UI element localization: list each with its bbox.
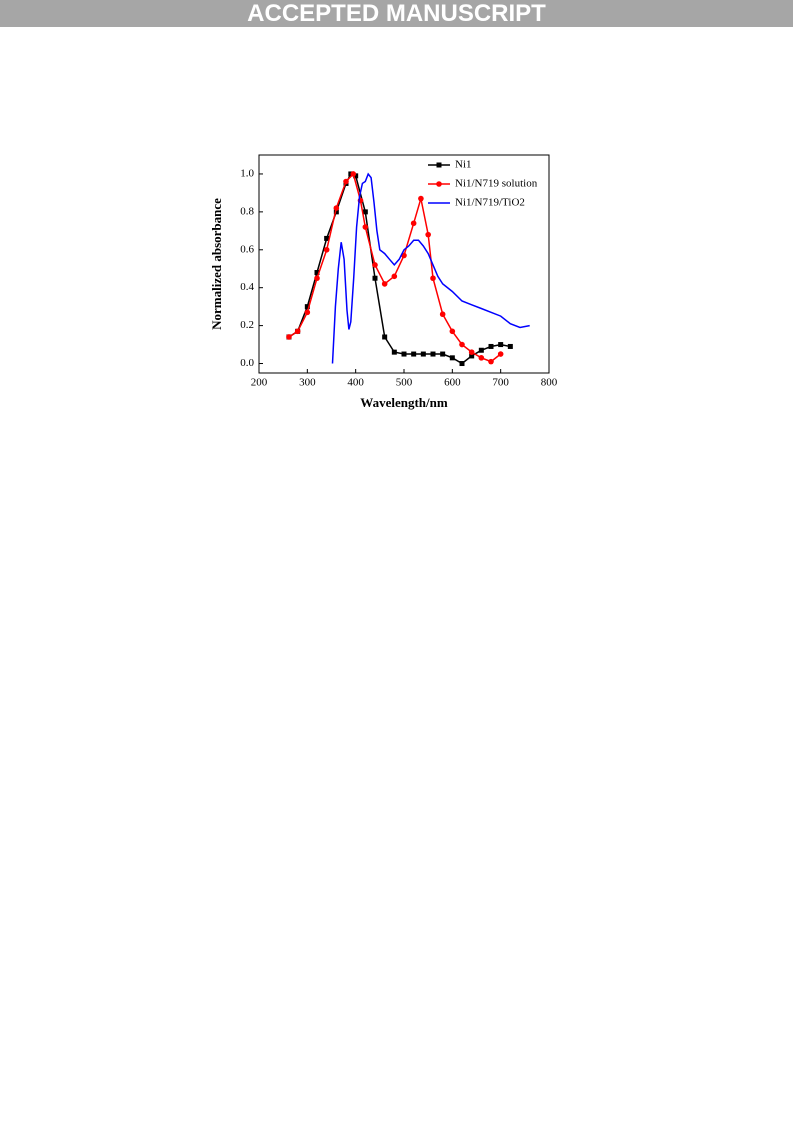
marker (498, 342, 504, 348)
marker (372, 275, 378, 281)
marker (478, 355, 485, 361)
marker (382, 334, 388, 340)
y-tick-label: 0.4 (240, 281, 254, 293)
marker (381, 281, 388, 287)
marker (488, 358, 494, 365)
y-tick-label: 0.0 (240, 357, 254, 369)
y-axis-label: Normalized absorbance (209, 198, 224, 330)
marker (372, 262, 378, 268)
y-tick-label: 0.6 (240, 243, 254, 255)
x-tick-label: 200 (251, 377, 268, 389)
x-tick-label: 600 (444, 377, 461, 389)
marker (430, 275, 436, 282)
x-tick-label: 800 (541, 377, 558, 389)
x-tick-label: 300 (299, 377, 316, 389)
marker (418, 195, 424, 202)
marker (314, 275, 320, 282)
marker (304, 304, 310, 310)
marker (439, 311, 446, 318)
marker (353, 173, 359, 179)
marker (391, 273, 398, 280)
marker (324, 235, 330, 241)
marker (304, 309, 311, 316)
x-tick-label: 500 (396, 377, 413, 389)
marker (459, 341, 465, 348)
series-line (331, 172, 530, 364)
marker (411, 351, 417, 357)
marker (420, 351, 426, 357)
x-axis-label: Wavelength/nm (360, 395, 448, 410)
legend-marker (436, 181, 442, 187)
marker (507, 343, 513, 349)
marker (333, 205, 340, 211)
legend-marker (436, 162, 442, 168)
marker (362, 224, 369, 230)
legend-label: Ni1 (455, 159, 472, 171)
marker (440, 351, 446, 357)
marker (350, 171, 357, 177)
marker (391, 349, 397, 355)
x-tick-label: 400 (347, 377, 364, 389)
y-tick-label: 1.0 (240, 167, 254, 179)
marker (343, 178, 349, 185)
marker (410, 220, 417, 227)
marker (469, 353, 475, 359)
marker (449, 328, 456, 335)
marker (401, 351, 407, 357)
marker (323, 246, 330, 253)
y-tick-label: 0.8 (240, 205, 254, 217)
marker (314, 270, 320, 276)
y-tick-label: 0.2 (240, 319, 254, 331)
marker (459, 361, 465, 367)
marker (449, 355, 455, 361)
marker (497, 351, 504, 357)
marker (425, 231, 431, 238)
banner: ACCEPTED MANUSCRIPT (0, 0, 793, 27)
marker (294, 328, 301, 335)
marker (478, 347, 484, 353)
marker (468, 349, 475, 355)
marker (430, 351, 436, 357)
marker (333, 209, 339, 215)
x-tick-label: 700 (492, 377, 509, 389)
legend-label: Ni1/N719 solution (455, 178, 538, 190)
legend-label: Ni1/N719/TiO2 (455, 197, 525, 209)
marker (488, 343, 494, 349)
marker (362, 209, 368, 215)
marker (286, 334, 292, 340)
